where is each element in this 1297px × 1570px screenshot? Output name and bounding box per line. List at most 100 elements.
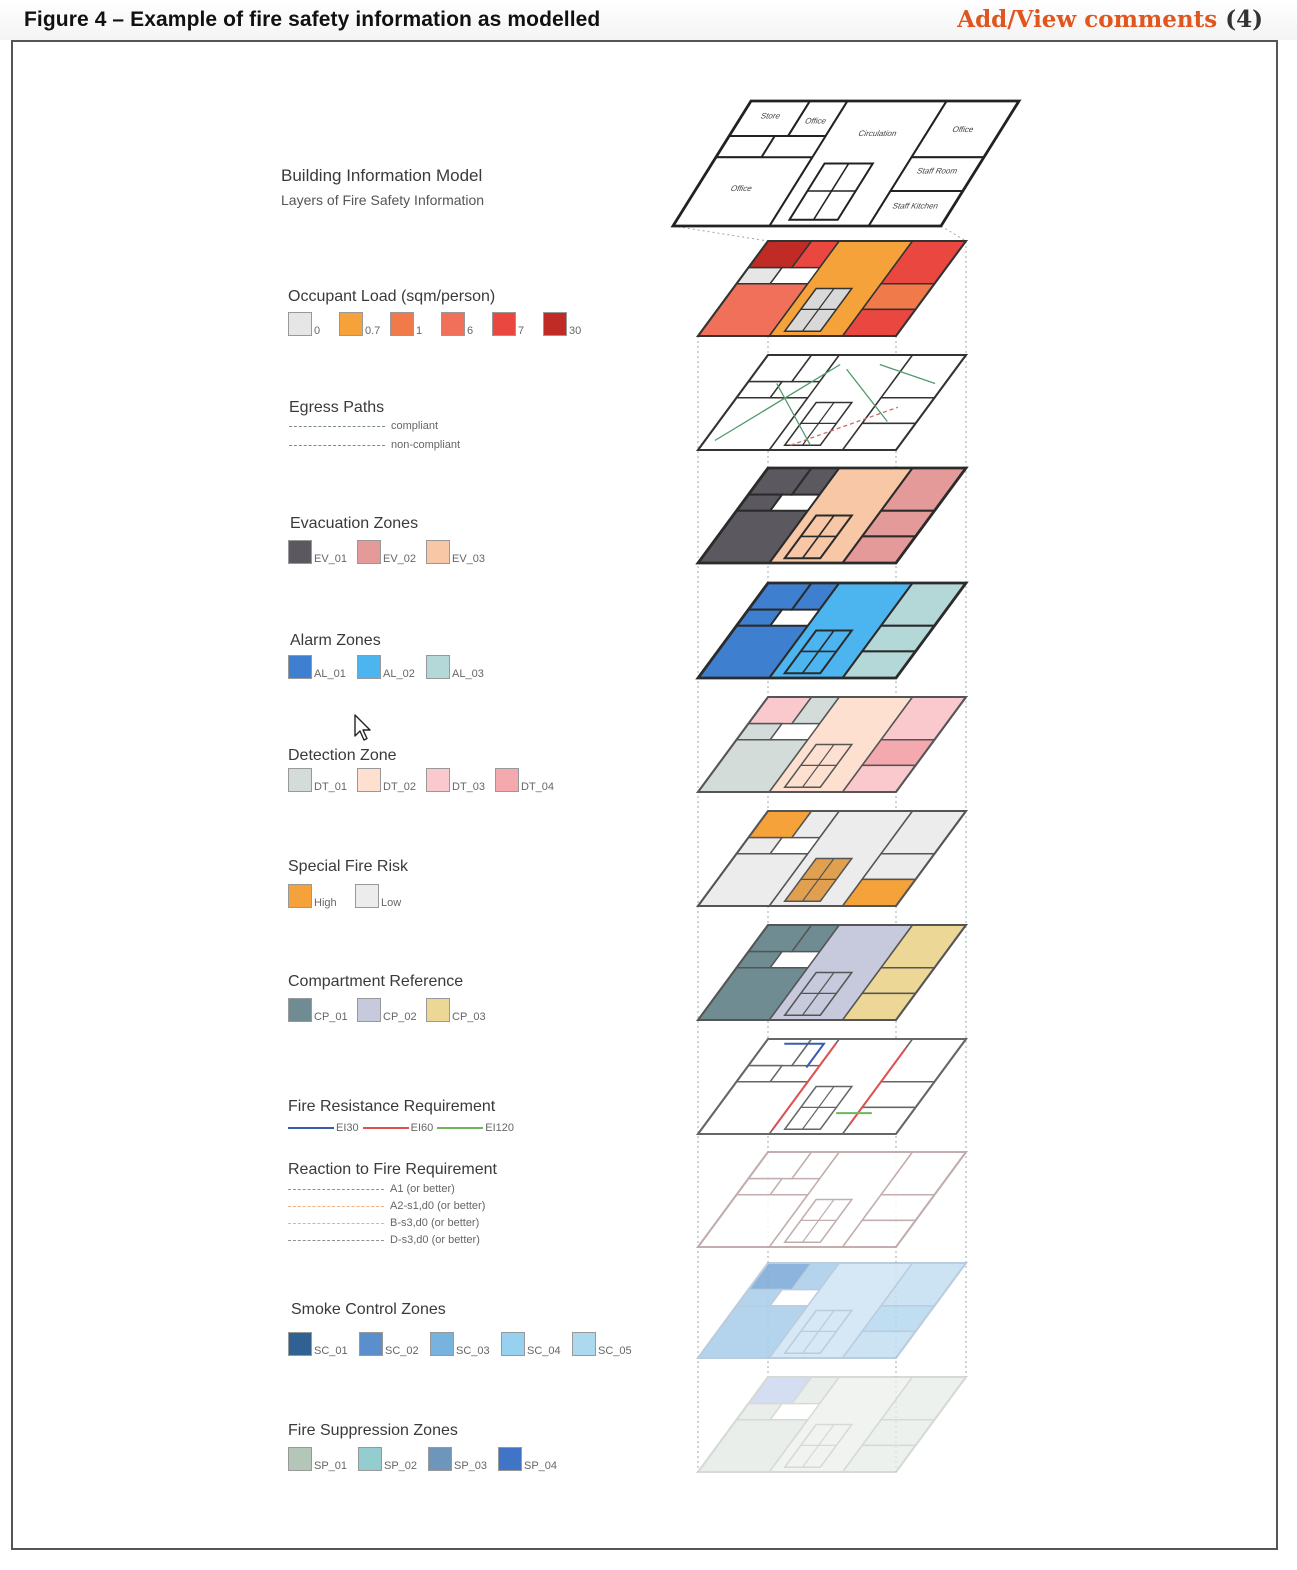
layer-plan-compart xyxy=(695,923,969,1022)
stack-guide-line xyxy=(672,225,769,242)
bim-room-label: Circulation xyxy=(857,128,899,138)
legend-line-egress: non-compliant xyxy=(289,439,549,453)
mouse-pointer-icon xyxy=(354,714,371,741)
bim-floor-plan: Store Office Circulation Office Staff Room Of… xyxy=(670,99,1022,228)
legend-swatch-occupant xyxy=(492,312,516,336)
legend-swatch-suppress xyxy=(288,1447,312,1471)
plan-outline xyxy=(695,353,969,452)
figure-header: Figure 4 – Example of fire safety inform… xyxy=(0,0,1297,40)
fire-resistance-ei60 xyxy=(771,1043,837,1130)
legend-swatch-label: SP_04 xyxy=(524,1460,558,1472)
legend-swatch-label: SP_03 xyxy=(454,1460,488,1472)
legend-title-smoke: Smoke Control Zones xyxy=(291,1301,446,1318)
legend-swatch-smoke xyxy=(572,1332,596,1356)
legend-dash-sample xyxy=(289,426,385,427)
legend-swatch-special xyxy=(355,884,379,908)
legend-line-label: EI120 xyxy=(485,1121,515,1134)
layer-plan-evac xyxy=(695,466,969,565)
legend-swatch-label: CP_03 xyxy=(452,1011,486,1023)
legend-swatch-alarm xyxy=(357,655,381,679)
add-view-comments-link[interactable]: Add/View comments (4) xyxy=(957,6,1263,33)
legend-swatch-detect xyxy=(288,768,312,792)
layer-plan-special xyxy=(695,809,969,908)
legend-title-resist: Fire Resistance Requirement xyxy=(288,1098,496,1115)
legend-swatch-label: AL_03 xyxy=(452,668,484,680)
legend-swatch-label: SC_01 xyxy=(314,1345,348,1357)
legend-swatch-detect xyxy=(495,768,519,792)
legend-swatch-suppress xyxy=(498,1447,522,1471)
legend-title-egress: Egress Paths xyxy=(289,399,385,416)
legend-title-alarm: Alarm Zones xyxy=(290,632,381,649)
layer-plan-smoke xyxy=(695,1261,969,1360)
legend-line-reaction: B-s3,d0 (or better) xyxy=(288,1217,548,1231)
figure-title: Figure 4 – Example of fire safety inform… xyxy=(24,8,601,31)
legend-swatch-label: SC_03 xyxy=(456,1345,490,1357)
egress-path-compliant xyxy=(776,383,811,446)
plan-outline xyxy=(695,695,969,794)
legend-swatch-label: 1 xyxy=(416,325,423,337)
legend-swatch-label: AL_02 xyxy=(383,668,415,680)
legend-line-reaction: A2-s1,d0 (or better) xyxy=(288,1200,548,1214)
legend-line-resist: EI30 EI60 EI120 xyxy=(288,1119,518,1134)
legend-line-label: D-s3,d0 (or better) xyxy=(390,1234,480,1246)
legend-dash-sample xyxy=(288,1240,384,1241)
legend-swatch-label: Low xyxy=(381,897,402,909)
legend-line-label: compliant xyxy=(391,420,439,432)
legend-dash-sample xyxy=(288,1223,384,1224)
egress-path-non-compliant xyxy=(790,406,899,446)
legend-swatch-label: High xyxy=(314,897,337,909)
legend-line-label: EI60 xyxy=(410,1121,434,1134)
layer-plan-resist xyxy=(695,1037,969,1136)
egress-path-compliant xyxy=(714,363,841,442)
egress-path-compliant xyxy=(846,368,888,422)
legend-swatch-label: SP_01 xyxy=(314,1460,348,1472)
legend-solid-sample xyxy=(362,1126,409,1129)
legend-swatch-evac xyxy=(426,540,450,564)
comments-link-label[interactable]: Add/View comments xyxy=(957,6,1218,33)
plan-outline xyxy=(670,99,1022,228)
legend-swatch-evac xyxy=(357,540,381,564)
comments-count[interactable]: (4) xyxy=(1225,6,1263,33)
legend-line-label: A2-s1,d0 (or better) xyxy=(390,1200,486,1212)
legend-swatch-label: EV_01 xyxy=(314,553,348,565)
legend-dash-sample xyxy=(288,1206,384,1207)
legend-swatch-label: DT_03 xyxy=(452,781,486,793)
legend-swatch-label: DT_01 xyxy=(314,781,348,793)
layer-legend: Building Information Model Layers of Fir… xyxy=(281,166,632,1472)
bim-room-label: Office xyxy=(951,125,976,135)
legend-swatch-label: 0 xyxy=(314,325,321,337)
layer-plan-occupant xyxy=(695,239,969,338)
legend-line-label: non-compliant xyxy=(391,439,461,451)
legend-swatch-label: 0.7 xyxy=(365,325,381,337)
legend-swatch-detect xyxy=(426,768,450,792)
legend-title-compart: Compartment Reference xyxy=(288,973,464,990)
legend-swatch-label: SP_02 xyxy=(384,1460,418,1472)
fire-resistance-ei60 xyxy=(848,1047,907,1126)
bim-subtitle: Layers of Fire Safety Information xyxy=(281,192,485,208)
legend-title-reaction: Reaction to Fire Requirement xyxy=(288,1161,497,1178)
legend-line-reaction: D-s3,d0 (or better) xyxy=(288,1234,548,1248)
plan-outline xyxy=(695,809,969,908)
legend-swatch-smoke xyxy=(288,1332,312,1356)
egress-path-compliant xyxy=(879,363,936,385)
legend-swatch-label: AL_01 xyxy=(314,668,346,680)
legend-line-label: EI30 xyxy=(336,1121,359,1134)
legend-swatch-label: CP_01 xyxy=(314,1011,348,1023)
bim-room-label: Staff Room xyxy=(916,166,960,176)
legend-line-egress: compliant xyxy=(289,420,549,434)
legend-swatch-label: SC_04 xyxy=(527,1345,561,1357)
plan-outline xyxy=(695,1375,969,1474)
legend-swatch-occupant xyxy=(543,312,567,336)
bim-room-label: Office xyxy=(729,183,754,193)
plan-outline xyxy=(695,1261,969,1360)
legend-line-label: A1 (or better) xyxy=(390,1183,455,1195)
legend-swatch-suppress xyxy=(428,1447,452,1471)
legend-dash-sample xyxy=(288,1189,384,1190)
legend-swatch-label: EV_02 xyxy=(383,553,417,565)
legend-swatch-suppress xyxy=(358,1447,382,1471)
legend-swatch-alarm xyxy=(426,655,450,679)
legend-title-special: Special Fire Risk xyxy=(288,858,409,875)
plan-outline xyxy=(695,1150,969,1249)
legend-swatch-compart xyxy=(426,998,450,1022)
